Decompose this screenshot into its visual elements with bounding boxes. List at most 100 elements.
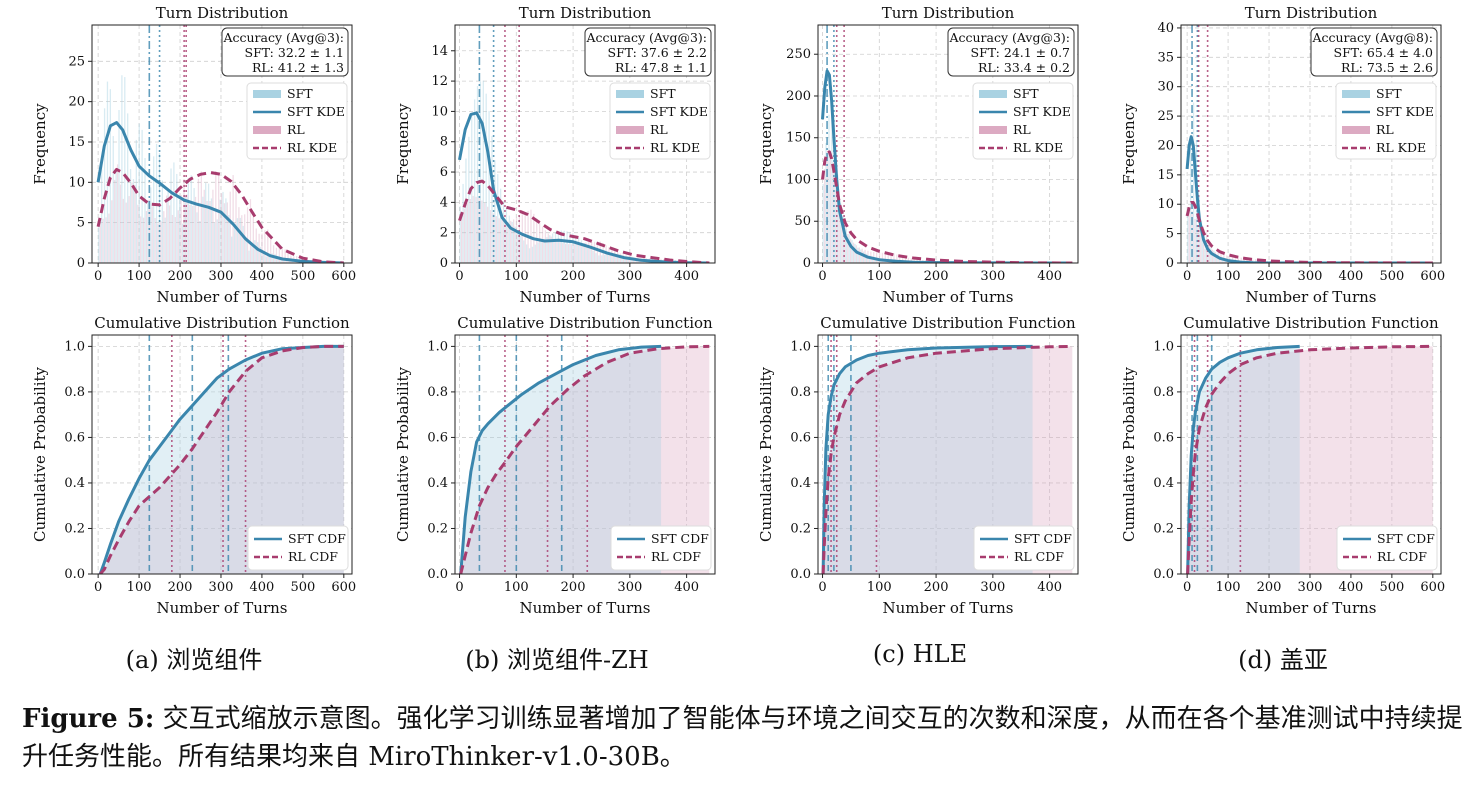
rl-histogram-bar: [148, 199, 150, 263]
rl-histogram-bar: [579, 243, 581, 263]
subcaption-d: (d) 盖亚: [1238, 646, 1328, 674]
y-tick-label: 0.2: [64, 521, 85, 536]
sft-histogram-bar: [569, 232, 571, 263]
sft-histogram-bar: [1198, 196, 1200, 263]
rl-histogram-bar: [200, 171, 202, 263]
sft-histogram-bar: [1221, 259, 1224, 263]
rl-histogram-bar: [567, 244, 570, 263]
y-tick-label: 0: [77, 256, 85, 271]
sft-histogram-bar: [508, 215, 510, 263]
rl-histogram-bar: [111, 200, 113, 263]
sft-histogram-bar: [222, 191, 224, 263]
y-tick-label: 1.0: [64, 339, 85, 354]
sft-histogram-bar: [514, 226, 516, 263]
rl-histogram-bar: [463, 208, 466, 263]
rl-histogram-bar: [134, 184, 136, 263]
rl-series-line: [458, 179, 710, 263]
legend-label: SFT CDF: [1377, 531, 1435, 546]
sft-histogram-bar: [181, 223, 184, 263]
rl-histogram-bar: [194, 196, 197, 263]
sft-histogram-bar: [187, 178, 189, 263]
x-axis-label: Number of Turns: [157, 599, 288, 617]
rl-histogram-bar: [255, 228, 257, 263]
rl-histogram-bar: [142, 217, 145, 263]
sft-histogram-bar: [135, 139, 137, 263]
x-tick-label: 200: [1257, 580, 1282, 595]
y-tick-label: 0.0: [64, 567, 85, 582]
y-tick-label: 0.0: [1153, 567, 1174, 582]
chart-hist-2: 0 100 200 300 400 0 2 4 6 8 10 12 14 Turn Distributio…: [394, 4, 716, 306]
legend-label: RL KDE: [650, 140, 700, 155]
x-tick-label: 200: [168, 269, 193, 284]
x-tick-label: 0: [818, 580, 826, 595]
y-tick-label: 0.4: [427, 476, 448, 491]
sft-histogram-bar: [566, 231, 568, 263]
sft-cdf-area: [823, 346, 1033, 574]
legend-label: SFT: [287, 86, 313, 101]
subcaption-a: (a) 浏览组件: [125, 646, 263, 674]
sft-histogram-bar: [228, 215, 230, 263]
y-tick-label: 15: [68, 135, 85, 150]
x-tick-label: 300: [617, 580, 642, 595]
x-tick-label: 300: [209, 580, 234, 595]
sft-histogram-bar: [153, 156, 155, 263]
rl-histogram-bar: [238, 207, 240, 263]
sft-histogram-bar: [257, 242, 259, 263]
sft-histogram-bar: [98, 218, 100, 263]
rl-histogram-bar: [570, 244, 573, 263]
rl-histogram-bar: [884, 252, 886, 263]
y-tick-label: 5: [1166, 227, 1174, 242]
sft-histogram-bar: [551, 233, 554, 263]
sft-histogram-bar: [173, 162, 175, 263]
plot-area: [821, 335, 1073, 574]
rl-histogram-bar: [281, 246, 283, 263]
rl-histogram-bar: [264, 230, 266, 263]
rl-histogram-bar: [168, 205, 171, 263]
x-tick-label: 500: [1379, 269, 1404, 284]
y-tick-label: 0.8: [427, 385, 448, 400]
rl-series-line: [459, 344, 710, 574]
sft-series-line: [459, 344, 662, 574]
chart-hist-1: 0 100 200 300 400 500 600 0 5 10 15 20 25 Turn Distri…: [31, 4, 356, 306]
sft-histogram-bar: [603, 254, 606, 263]
y-tick-label: 50: [794, 214, 811, 229]
rl-histogram-bar: [538, 222, 541, 263]
sft-histogram-bar: [210, 198, 213, 263]
legend-label: RL: [1013, 122, 1031, 137]
y-tick-label: 6: [440, 165, 448, 180]
rl-cdf-area: [1187, 346, 1433, 574]
rl-histogram-bar: [1203, 229, 1205, 263]
x-tick-label: 300: [980, 269, 1005, 284]
y-tick-label: 12: [431, 74, 448, 89]
sft-histogram-bar: [517, 231, 519, 263]
x-axis-label: Number of Turns: [1246, 288, 1377, 306]
rl-histogram-bar: [189, 204, 191, 263]
sft-histogram-bar: [280, 259, 282, 263]
sft-histogram-bar: [245, 238, 247, 263]
chart-cdf-1: 0 100 200 300 400 500 600 0.0 0.2 0.4 0.6 0.8 1.0 Cum…: [31, 314, 356, 617]
rl-histogram-bar: [270, 239, 272, 263]
rl-histogram-bar: [203, 189, 205, 263]
sft-histogram-bar: [546, 237, 548, 263]
accuracy-sft: SFT: 37.6 ± 2.2: [608, 45, 707, 60]
x-tick-label: 100: [127, 580, 152, 595]
legend-box: [247, 525, 349, 571]
axes-frame: [91, 334, 353, 575]
sft-histogram-bar: [476, 86, 479, 263]
x-axis-label: Number of Turns: [520, 599, 651, 617]
rl-histogram-bar: [486, 206, 489, 263]
x-tick-label: 0: [94, 580, 102, 595]
x-tick-label: 400: [1339, 269, 1364, 284]
chart-title: Cumulative Distribution Function: [457, 314, 713, 332]
x-tick-label: 100: [1216, 580, 1241, 595]
sft-histogram-bar: [874, 257, 876, 263]
x-tick-label: 300: [980, 580, 1005, 595]
sft-series-line: [458, 111, 710, 263]
x-tick-label: 500: [290, 580, 315, 595]
rl-histogram-bar: [515, 217, 518, 263]
rl-histogram-bar: [585, 242, 587, 263]
rl-histogram-bar: [460, 215, 463, 263]
legend-box: [972, 82, 1074, 160]
y-tick-label: 0.8: [64, 385, 85, 400]
